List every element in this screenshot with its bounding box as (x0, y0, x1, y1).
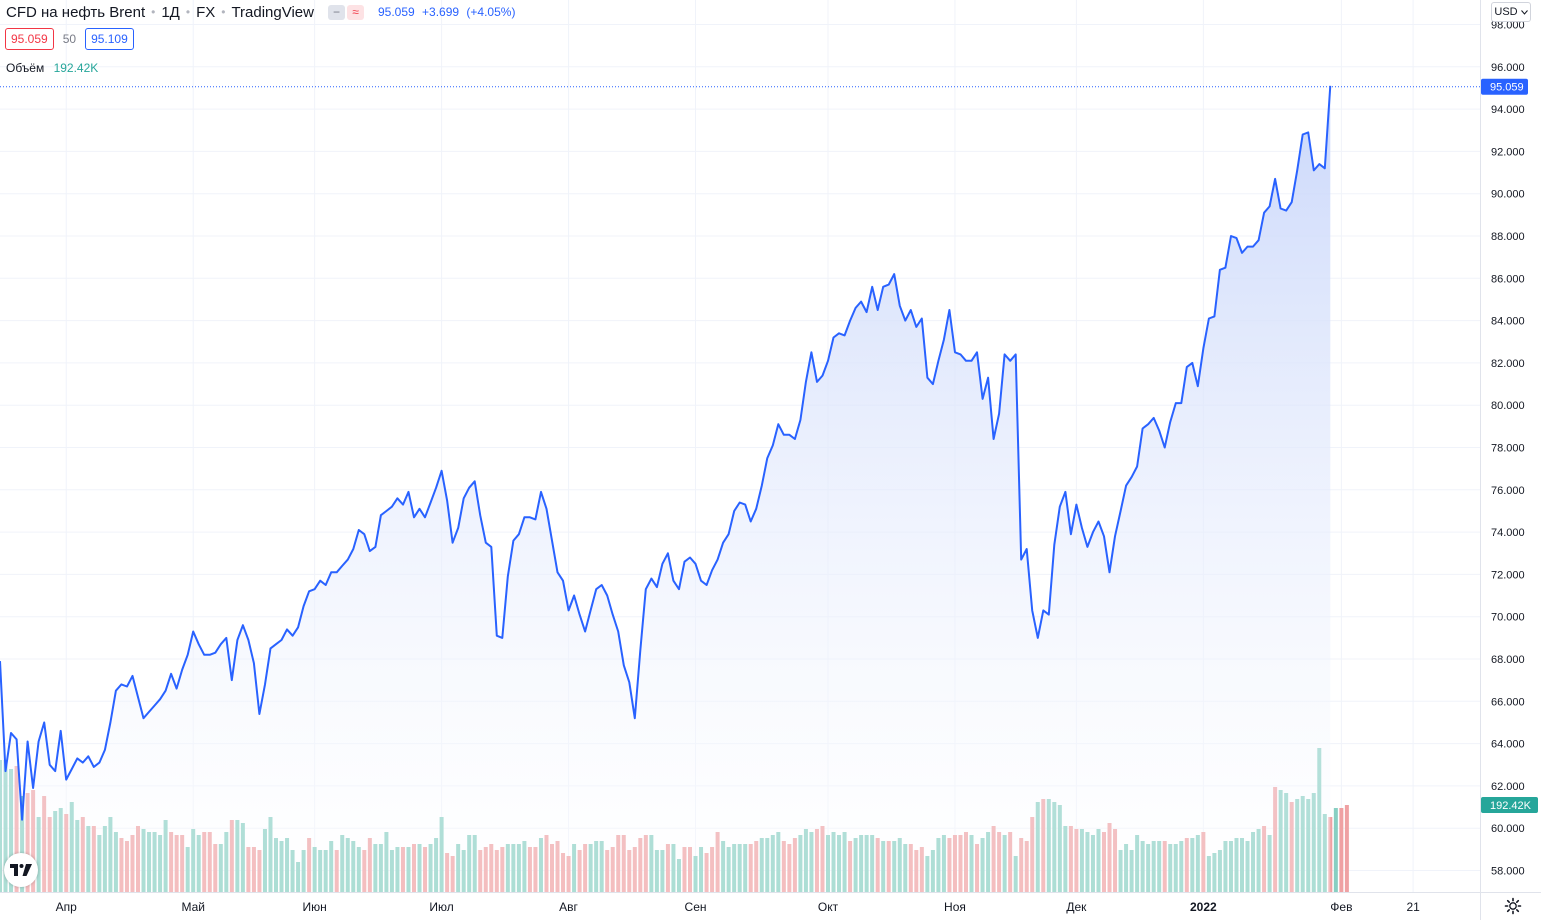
price-tick-label: 98.000 (1491, 20, 1525, 32)
price-tick-label: 86.000 (1491, 273, 1525, 285)
exchange: FX (196, 3, 216, 21)
volume-value-label: 192.42K (1490, 800, 1532, 812)
time-tick-label: Авг (559, 900, 578, 914)
axis-labels: 95.059 192.42K (1481, 78, 1538, 813)
price-info: 95.059 +3.699 (+4.05%) (378, 5, 519, 19)
volume-bar (1328, 817, 1333, 892)
price-line (0, 85, 1332, 821)
minus-icon[interactable]: − (327, 4, 345, 20)
price-tick-label: 96.000 (1491, 62, 1525, 74)
last-price-label: 95.059 (1490, 82, 1524, 94)
time-tick-label: Апр (56, 900, 78, 914)
time-tick-label: Июл (429, 900, 453, 914)
chart-header: CFD на нефть Brent • 1Д • FX • TradingVi… (6, 3, 519, 21)
symbol-name[interactable]: CFD на нефть Brent (6, 3, 146, 21)
time-tick-label: 21 (1406, 900, 1420, 914)
volume-legend: Объём 192.42K (6, 61, 98, 75)
settings-gear-icon[interactable] (1503, 896, 1523, 916)
volume-bar (1333, 808, 1338, 892)
volume-label: Объём (6, 61, 45, 75)
price-area (0, 85, 1480, 893)
time-tick-label: Дек (1066, 900, 1087, 914)
volume-bar (1339, 808, 1344, 892)
tradingview-logo-icon[interactable] (4, 853, 38, 887)
currency-label: USD (1494, 6, 1518, 18)
time-tick-label: 2022 (1190, 900, 1217, 914)
spread: 50 (62, 32, 77, 46)
price-tick-label: 80.000 (1491, 400, 1525, 412)
chevron-down-icon (1520, 9, 1528, 15)
separator-dot: • (151, 5, 156, 19)
price-change: +3.699 (422, 5, 460, 19)
gear-glyph (1504, 897, 1522, 915)
ask-price[interactable]: 95.109 (85, 28, 134, 50)
separator-dot: • (221, 5, 226, 19)
price-change-pct: (+4.05%) (466, 5, 516, 19)
price-tick-label: 78.000 (1491, 443, 1525, 455)
volume-bar (1344, 805, 1349, 892)
price-tick-label: 72.000 (1491, 569, 1525, 581)
data-source: TradingView (231, 3, 314, 21)
price-tick-label: 68.000 (1491, 654, 1525, 666)
price-axis[interactable]: 58.000 60.000 62.000 64.000 66.000 68.000 70.0… (1480, 0, 1525, 920)
price-tick-label: 94.000 (1491, 104, 1525, 116)
price-tick-label: 58.000 (1491, 866, 1525, 878)
price-tick-label: 90.000 (1491, 189, 1525, 201)
last-price-label-bg (1481, 78, 1528, 95)
separator-dot: • (185, 5, 191, 19)
waves-icon[interactable]: ≈ (346, 4, 364, 20)
time-tick-label: Июн (303, 900, 327, 914)
price-tick-label: 62.000 (1491, 781, 1525, 793)
price-tick-label: 84.000 (1491, 316, 1525, 328)
time-axis[interactable]: Апр Май Июн Июл Авг Сен Окт Ноя Дек 2022 Фев 21 (0, 892, 1541, 915)
status-badges: − ≈ (327, 4, 366, 20)
volume-value-label-bg (1481, 797, 1538, 813)
price-tick-label: 66.000 (1491, 696, 1525, 708)
tradingview-logo-glyph (10, 864, 32, 876)
last-price: 95.059 (377, 5, 415, 19)
volume-value: 192.42K (53, 61, 99, 75)
interval[interactable]: 1Д (161, 3, 180, 21)
price-tick-label: 74.000 (1491, 527, 1525, 539)
time-tick-label: Фев (1330, 900, 1352, 914)
price-tick-label: 70.000 (1491, 612, 1525, 624)
currency-selector[interactable]: USD (1491, 2, 1531, 22)
price-tick-label: 64.000 (1491, 739, 1525, 751)
price-tick-label: 92.000 (1491, 146, 1525, 158)
price-area-fill (0, 85, 1331, 893)
price-tick-label: 76.000 (1491, 485, 1525, 497)
bid-ask: 95.059 50 95.109 (5, 28, 134, 50)
time-tick-label: Сен (685, 900, 707, 914)
time-tick-label: Май (181, 900, 205, 914)
time-tick-label: Ноя (944, 900, 966, 914)
price-tick-label: 82.000 (1491, 358, 1525, 370)
bid-price[interactable]: 95.059 (5, 28, 54, 50)
price-tick-label: 60.000 (1491, 823, 1525, 835)
price-tick-label: 88.000 (1491, 231, 1525, 243)
time-tick-label: Окт (818, 900, 839, 914)
